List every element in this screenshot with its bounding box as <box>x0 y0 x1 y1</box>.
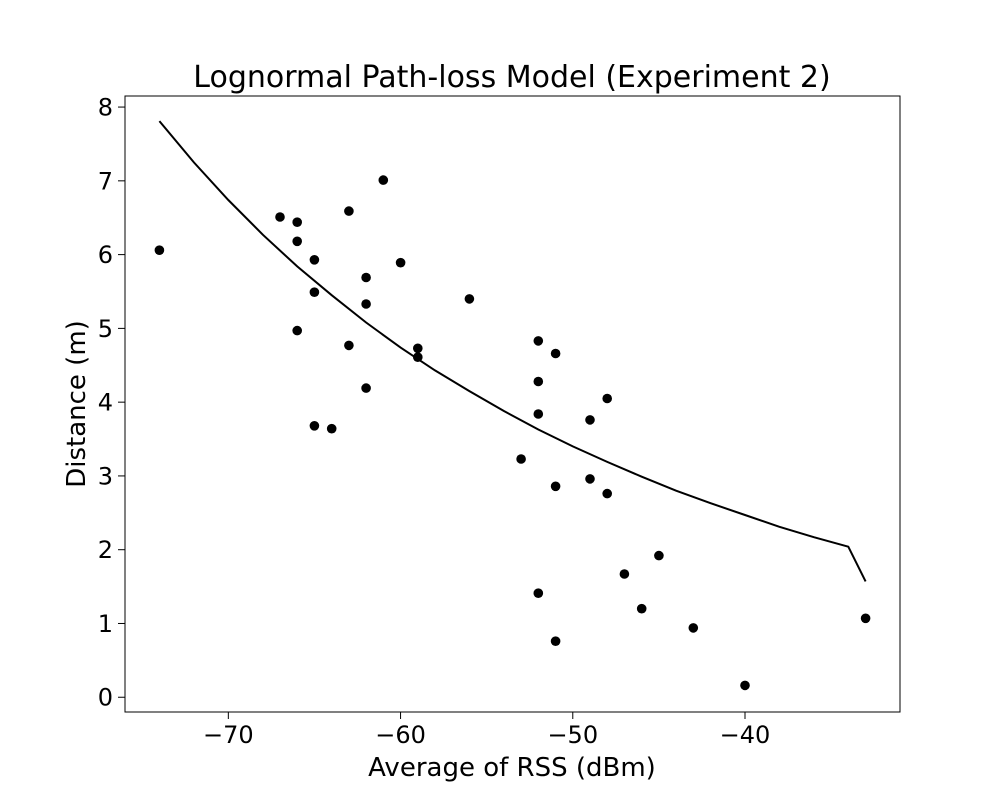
data-point <box>860 613 871 624</box>
data-point <box>740 680 750 691</box>
data-point <box>309 287 320 298</box>
y-axis-ticks: 0 1 2 3 4 5 6 7 8 <box>98 94 125 712</box>
data-point <box>413 352 423 363</box>
data-point <box>688 623 699 633</box>
data-point <box>361 272 371 283</box>
data-point <box>516 454 526 464</box>
data-point <box>636 603 647 614</box>
y-tick-label: 8 <box>98 94 113 122</box>
data-point <box>533 409 544 419</box>
data-point <box>292 217 303 227</box>
data-point <box>602 488 612 499</box>
data-point <box>550 348 561 359</box>
data-point <box>395 257 406 268</box>
x-tick-label: −70 <box>203 721 254 749</box>
y-tick-label: 4 <box>98 389 113 417</box>
data-point <box>619 569 630 579</box>
data-point <box>378 175 389 185</box>
chart-title: Lognormal Path-loss Model (Experiment 2) <box>193 60 830 95</box>
data-point <box>413 343 423 354</box>
data-point <box>309 421 320 431</box>
data-point <box>292 325 303 336</box>
fit-curve-group <box>158 120 867 582</box>
data-point <box>361 383 371 393</box>
data-point <box>550 481 561 492</box>
y-tick-label: 1 <box>98 610 113 638</box>
data-point <box>361 299 371 309</box>
data-point <box>533 376 544 387</box>
data-point <box>275 212 285 222</box>
y-tick-label: 6 <box>98 241 113 269</box>
x-tick-label: −50 <box>547 721 598 749</box>
data-point <box>344 340 354 351</box>
data-point <box>154 245 165 255</box>
data-points <box>154 175 871 691</box>
y-tick-label: 0 <box>98 684 113 712</box>
y-tick-label: 3 <box>98 462 113 490</box>
y-tick-label: 7 <box>98 167 113 195</box>
x-tick-label: −60 <box>375 721 426 749</box>
y-tick-label: 2 <box>98 536 113 564</box>
data-point <box>585 415 595 425</box>
data-point <box>464 294 475 304</box>
x-axis-ticks: −70 −60 −50 −40 <box>203 712 770 749</box>
data-point <box>309 254 320 265</box>
plot-frame <box>124 95 901 713</box>
data-point <box>550 636 561 646</box>
y-axis-label: Distance (m) <box>62 320 92 488</box>
x-axis-label: Average of RSS (dBm) <box>368 753 656 783</box>
fit-curve-line <box>158 120 867 582</box>
y-tick-label: 5 <box>98 315 113 343</box>
data-point <box>602 393 612 404</box>
data-point <box>533 336 544 346</box>
data-point <box>654 550 664 561</box>
data-point <box>344 206 354 216</box>
data-point <box>533 588 544 598</box>
data-point <box>326 423 337 434</box>
data-point <box>585 474 595 484</box>
x-tick-label: −40 <box>720 721 771 749</box>
data-point <box>292 236 303 247</box>
